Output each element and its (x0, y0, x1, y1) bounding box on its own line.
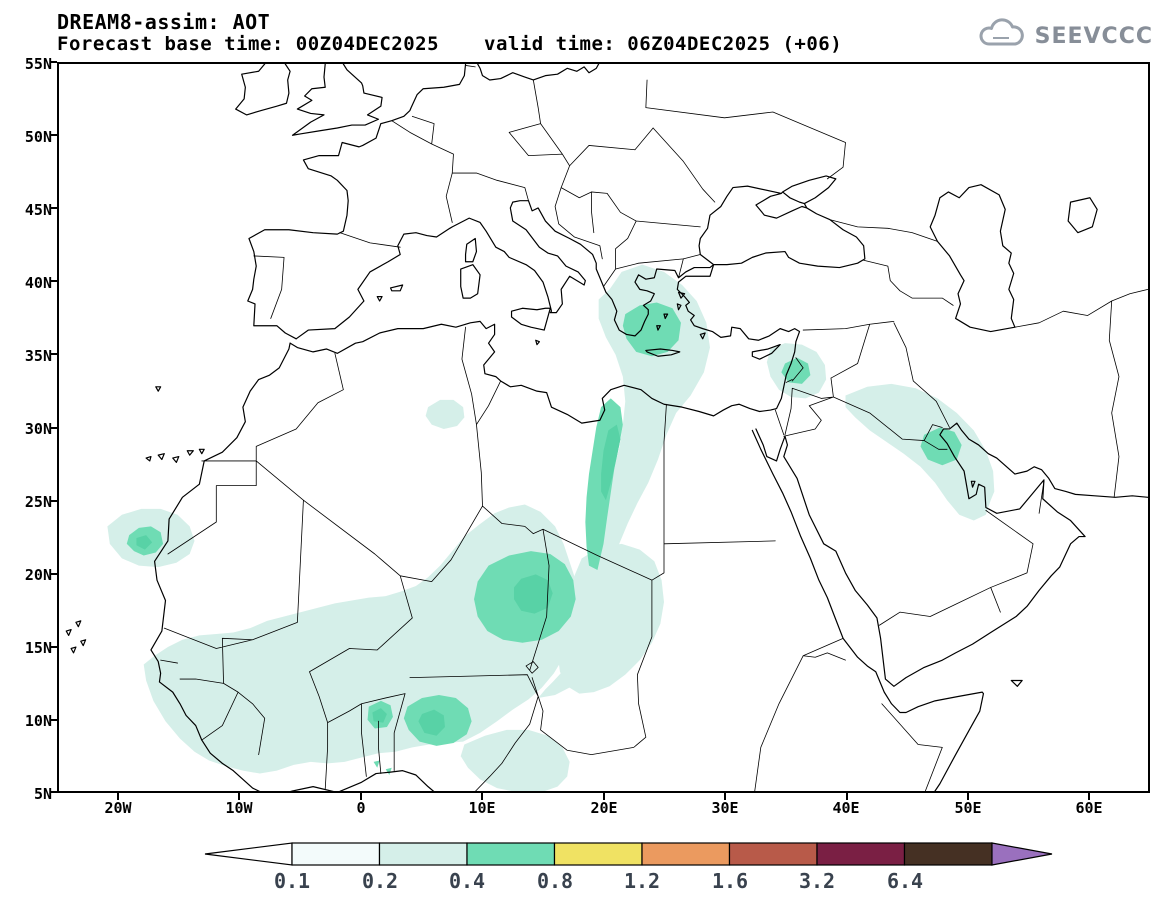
colorbar-box (378, 842, 468, 866)
colorbar-box (816, 842, 906, 866)
colorbar-box (291, 842, 381, 866)
aot-contours-level-01 (107, 264, 995, 791)
lat-label: 10N (24, 712, 52, 730)
lat-label: 45N (24, 201, 52, 219)
aot-contours-level-04 (136, 424, 621, 736)
lat-label: 40N (24, 274, 52, 292)
cloud-icon (975, 18, 1027, 54)
logo-text: SEEVCCC (1034, 23, 1153, 49)
lat-label: 50N (24, 128, 52, 146)
colorbar-tick: 0.4 (448, 869, 486, 893)
lon-label: 10W (225, 799, 253, 817)
aot-contours-level-02 (126, 302, 962, 776)
lon-label: 20W (104, 799, 132, 817)
islands (66, 238, 1022, 686)
colorbar-left-arrow (204, 842, 293, 866)
lon-label: 10E (468, 799, 496, 817)
country-borders (161, 65, 1148, 791)
lon-label: 0 (356, 799, 366, 817)
map-plot-area (57, 62, 1150, 793)
colorbar-box (641, 842, 731, 866)
lon-label: 30E (711, 799, 739, 817)
colorbar-legend (0, 841, 1165, 867)
lon-label: 60E (1075, 799, 1103, 817)
lat-label: 25N (24, 493, 52, 511)
colorbar-tick: 0.2 (361, 869, 399, 893)
lat-label: 5N (33, 785, 52, 803)
colorbar-tick: 1.2 (623, 869, 661, 893)
lat-label: 20N (24, 566, 52, 584)
colorbar-box (728, 842, 818, 866)
lon-label: 20E (590, 799, 618, 817)
colorbar-tick: 1.6 (711, 869, 749, 893)
colorbar-box (553, 842, 643, 866)
lon-label: 40E (832, 799, 860, 817)
colorbar-right-arrow (991, 842, 1053, 866)
lon-label: 50E (954, 799, 982, 817)
seevccc-logo: SEEVCCC (975, 18, 1153, 54)
colorbar-box (466, 842, 556, 866)
lat-label: 35N (24, 347, 52, 365)
colorbar-tick: 0.8 (536, 869, 574, 893)
lat-label: 15N (24, 639, 52, 657)
forecast-base-time-label: Forecast base time: 00Z04DEC2025 (57, 33, 440, 55)
valid-time-label: valid time: 06Z04DEC2025 (+06) (484, 33, 843, 55)
colorbar-tick: 3.2 (798, 869, 836, 893)
colorbar-tick: 0.1 (273, 869, 311, 893)
colorbar-box (903, 842, 993, 866)
map-canvas (59, 64, 1148, 791)
lat-label: 30N (24, 420, 52, 438)
plot-title: DREAM8-assim: AOT (57, 10, 271, 34)
coastlines (66, 64, 1148, 791)
lat-label: 55N (24, 55, 52, 73)
colorbar-tick: 6.4 (886, 869, 924, 893)
